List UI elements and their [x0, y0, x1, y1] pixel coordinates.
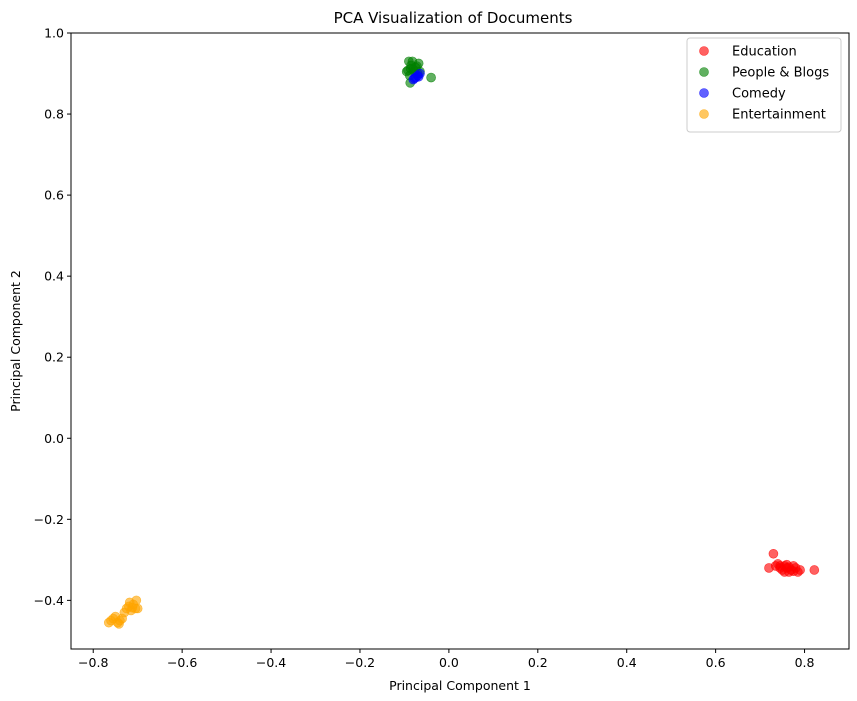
legend-marker-people-blogs	[699, 67, 709, 77]
chart-title: PCA Visualization of Documents	[334, 9, 573, 27]
x-tick-label: 0.6	[706, 655, 726, 670]
y-tick-label: 0.6	[44, 188, 64, 203]
legend-label-people-blogs: People & Blogs	[732, 66, 829, 81]
legend-label-entertainment: Entertainment	[732, 108, 826, 123]
y-axis-ticks: −0.4 −0.2 0.0 0.2 0.4 0.6 0.8 1.0	[34, 26, 71, 608]
point-education	[781, 559, 792, 570]
x-axis-label: Principal Component 1	[389, 678, 531, 693]
point-comedy	[413, 71, 424, 82]
x-tick-label: 0.0	[439, 655, 459, 670]
point-education	[768, 548, 779, 559]
y-tick-label: 0.2	[44, 350, 64, 365]
legend: Education People & Blogs Comedy Entertainme…	[686, 37, 842, 133]
legend-marker-education	[699, 46, 709, 56]
x-axis-ticks: −0.8 −0.6 −0.4 −0.2 0.0 0.2 0.4 0.6 0.8	[78, 649, 815, 670]
y-tick-label: −0.4	[34, 593, 64, 608]
scatter-points	[103, 56, 820, 629]
x-tick-label: −0.4	[256, 655, 286, 670]
y-tick-label: 0.8	[44, 107, 64, 122]
point-people-blogs	[426, 72, 436, 83]
x-tick-label: −0.2	[345, 655, 375, 670]
y-tick-label: 1.0	[44, 26, 64, 41]
point-entertainment	[114, 619, 124, 629]
legend-box	[686, 37, 842, 133]
legend-label-comedy: Comedy	[732, 87, 786, 102]
point-education	[788, 566, 799, 576]
point-education	[809, 565, 820, 575]
x-tick-label: −0.8	[78, 655, 108, 670]
y-tick-label: 0.4	[44, 269, 64, 284]
y-tick-label: −0.2	[34, 512, 64, 527]
x-tick-label: 0.2	[528, 655, 548, 670]
plot-frame	[70, 32, 850, 650]
point-people-blogs	[403, 65, 413, 76]
x-tick-label: 0.4	[617, 655, 637, 670]
legend-label-education: Education	[732, 45, 797, 60]
x-tick-label: −0.6	[167, 655, 197, 670]
point-entertainment	[127, 602, 138, 613]
x-tick-label: 0.8	[795, 655, 815, 670]
y-axis-label: Principal Component 2	[8, 270, 23, 412]
legend-marker-entertainment	[699, 109, 709, 119]
y-tick-label: 0.0	[44, 431, 64, 446]
legend-marker-comedy	[699, 88, 709, 98]
